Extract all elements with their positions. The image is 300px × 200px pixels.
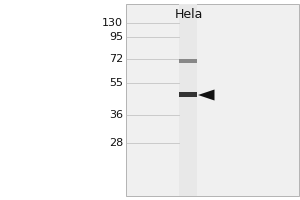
Text: 36: 36 (109, 110, 123, 120)
Text: 72: 72 (109, 54, 123, 64)
Text: 95: 95 (109, 32, 123, 42)
Bar (178, 92, 196, 97)
Bar (178, 4, 196, 196)
Bar (126, 4, 298, 196)
Text: 130: 130 (102, 18, 123, 28)
Text: Hela: Hela (175, 8, 203, 21)
Text: 55: 55 (109, 78, 123, 88)
Text: 28: 28 (109, 138, 123, 148)
Polygon shape (198, 90, 214, 100)
Bar (178, 59, 196, 63)
